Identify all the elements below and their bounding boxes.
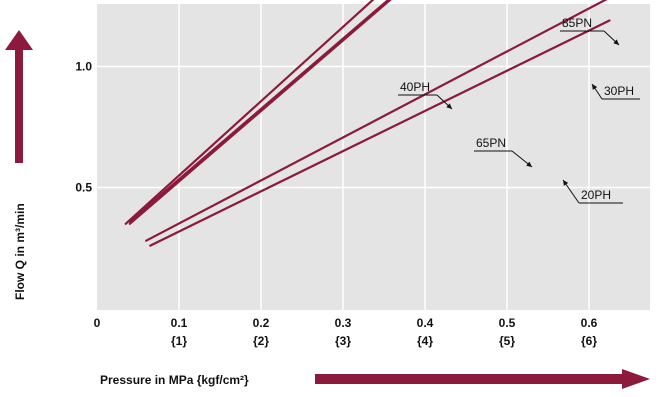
y-axis-title: Flow Q in m³/min xyxy=(13,203,27,300)
y-tick-label: 1.0 xyxy=(75,60,92,74)
x-tick-sublabel: {3} xyxy=(335,334,351,348)
plot-area xyxy=(97,4,650,310)
series-line-85pn xyxy=(128,0,390,223)
x-axis-title: Pressure in MPa {kgf/cm²} xyxy=(100,373,249,387)
tick-labels: 0 0.1 {1} 0.2 {2} 0.3 {3} 0.4 {4} 0.5 {5} 0.6 {6} 0.5… xyxy=(75,60,598,349)
x-tick-label: 0.4 xyxy=(417,316,434,330)
series-label-30ph: 30PH xyxy=(604,84,634,98)
x-tick-sublabel: {1} xyxy=(171,334,187,348)
y-axis: Flow Q in m³/min xyxy=(5,30,33,300)
x-tick-label: 0 xyxy=(94,316,101,330)
series-label-40ph: 40PH xyxy=(400,80,430,94)
series-line-20ph xyxy=(149,19,611,247)
series-lines xyxy=(124,0,611,247)
x-tick-label: 0.6 xyxy=(581,316,598,330)
y-axis-title-text: Flow Q in m³/min xyxy=(13,203,27,300)
series-labels: 85PN 40PH 30PH 65PN 20PH xyxy=(398,16,640,204)
x-tick-sublabel: {6} xyxy=(581,334,597,348)
series-label-arrowhead xyxy=(446,103,452,109)
x-tick-label: 0.1 xyxy=(171,316,188,330)
x-tick-sublabel: {4} xyxy=(417,334,433,348)
y-axis-arrow-shaft xyxy=(15,49,23,163)
y-tick-label: 0.5 xyxy=(75,181,92,195)
series-line-30ph xyxy=(128,0,392,225)
x-axis-arrow-shaft xyxy=(315,374,625,384)
x-tick-label: 0.5 xyxy=(499,316,516,330)
series-label-20ph: 20PH xyxy=(581,188,611,202)
series-label-arrowhead xyxy=(526,161,532,167)
x-axis-arrow-head xyxy=(622,369,650,389)
series-line-40ph xyxy=(124,0,375,225)
series-label-arrowhead xyxy=(563,180,569,186)
series-label-65pn: 65PN xyxy=(476,136,506,150)
grid xyxy=(97,4,650,310)
series-line-65pn xyxy=(145,0,608,242)
x-tick-sublabel: {5} xyxy=(499,334,515,348)
series-label-arrowhead xyxy=(613,39,619,45)
y-axis-arrow-head xyxy=(5,30,33,50)
x-tick-label: 0.3 xyxy=(335,316,352,330)
series-label-85pn: 85PN xyxy=(562,16,592,30)
x-tick-label: 0.2 xyxy=(253,316,270,330)
x-tick-sublabel: {2} xyxy=(253,334,269,348)
x-axis: Pressure in MPa {kgf/cm²} xyxy=(100,369,650,389)
series-label-arrowhead xyxy=(592,84,598,90)
